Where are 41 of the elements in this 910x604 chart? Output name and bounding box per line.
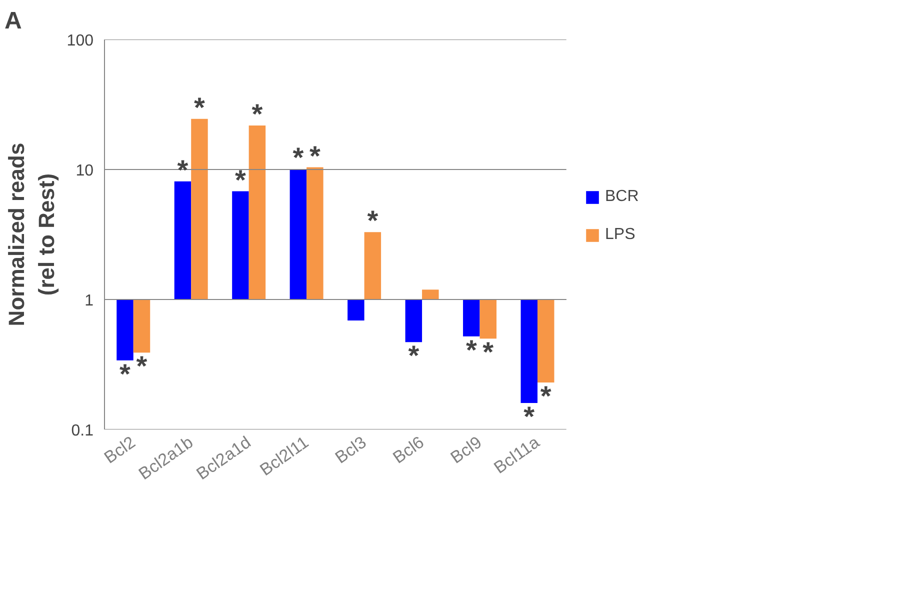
bar [348,300,364,320]
bar [422,290,439,300]
data-label: * [367,205,378,236]
y-tick-label: 10 [76,162,94,180]
y-tick-label: 0.1 [71,422,94,440]
legend-label: LPS [605,226,636,244]
bar [306,167,324,300]
x-tick-label: Bcl6 [389,432,428,468]
data-label: * [252,98,263,130]
data-label: * [540,380,552,412]
bar [405,300,422,342]
data-label: * [136,350,148,382]
data-label: * [292,142,304,173]
data-label: * [309,140,320,172]
bar [174,181,192,300]
x-tick-label: Bcl2 [100,432,139,468]
bar [248,126,266,300]
y-axis-title: Normalized reads (rel to Rest) [4,142,59,326]
bar [133,300,150,353]
data-label: * [408,340,420,372]
x-tick-label: Bcl3 [332,432,370,468]
data-label: * [120,358,131,390]
bar [463,300,480,336]
data-label: * [235,164,246,196]
bar [480,300,496,339]
data-label: * [194,92,206,123]
data-label: * [466,334,477,366]
data-label: * [524,400,535,432]
y-tick-label: 100 [66,32,94,50]
y-tick-label: 1 [84,292,94,310]
bar [232,191,249,300]
bar [191,118,208,300]
bar [116,300,134,360]
bar [520,300,538,403]
x-tick-label: Bcl9 [447,432,486,468]
bar [537,300,554,382]
data-label: * [482,336,494,368]
bar [290,168,307,300]
text: A [4,8,22,34]
legend-label: BCR [605,188,639,206]
bar [364,232,382,300]
